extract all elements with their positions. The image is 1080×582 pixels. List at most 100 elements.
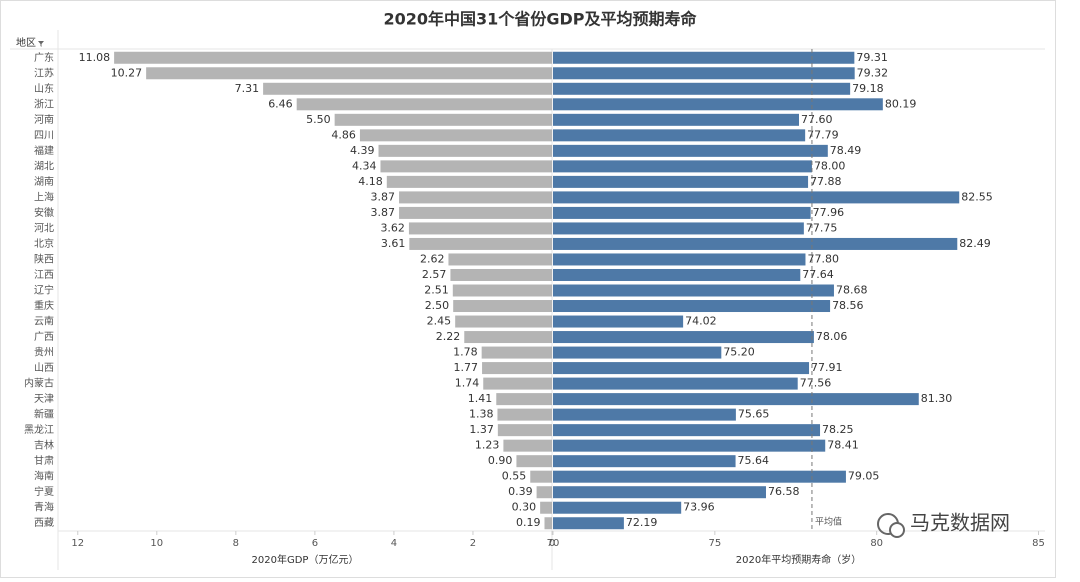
value-label: 0.90 [488,454,513,467]
value-label: 3.87 [371,206,396,219]
category-label: 浙江 [34,98,54,110]
bar [146,67,553,80]
x-tick-label: 10 [150,538,163,549]
bar [553,51,855,64]
watermark: 马克数据网 [877,511,1010,538]
bar [497,408,552,421]
value-label: 82.49 [959,237,991,250]
filter-icon [38,41,44,47]
value-label: 2.22 [436,330,461,343]
value-label: 78.25 [822,423,854,436]
value-label: 77.91 [811,361,843,374]
bar [553,470,846,483]
category-label: 上海 [34,190,54,203]
value-label: 0.19 [516,516,541,529]
category-label: 河南 [34,113,54,126]
value-label: 11.08 [79,51,111,64]
bar [553,129,806,142]
bar [553,300,831,313]
bar [452,284,552,297]
value-label: 77.80 [807,252,839,265]
value-label: 79.31 [856,51,888,64]
value-label: 1.77 [454,361,479,374]
value-label: 3.87 [371,190,396,203]
category-label: 青海 [34,501,54,514]
value-label: 76.58 [768,485,800,498]
category-header: 地区 [16,36,36,49]
bar [503,439,552,452]
category-label: 陕西 [34,252,54,265]
category-label: 重庆 [34,299,54,312]
value-label: 73.96 [683,501,715,514]
value-label: 78.68 [836,284,868,297]
watermark-text: 马克数据网 [910,511,1010,535]
bar [553,253,806,266]
bar [553,408,736,421]
value-label: 4.39 [350,144,375,157]
value-label: 4.34 [352,159,377,172]
bar [553,439,826,452]
bar [553,237,958,250]
value-label: 2.45 [427,315,452,328]
x2-axis-title: 2020年平均预期寿命（岁） [736,553,861,566]
value-label: 5.50 [306,113,331,126]
category-label: 北京 [34,237,54,250]
value-label: 75.65 [738,408,770,421]
bar [553,98,883,111]
value-label: 1.23 [475,439,500,452]
bar [263,82,552,95]
value-label: 79.32 [857,66,889,79]
bar [553,144,828,157]
bar [553,377,798,390]
bar [544,517,552,530]
bar [453,300,552,313]
value-label: 1.37 [469,423,494,436]
bar [540,501,552,514]
bar [553,362,810,375]
category-label: 山东 [34,82,54,95]
bar [553,82,851,95]
bar [481,346,552,359]
x2-tick-label: 80 [870,538,883,549]
value-label: 79.18 [852,82,884,95]
category-label: 湖北 [34,160,54,172]
value-label: 2.51 [424,284,449,297]
value-label: 78.49 [830,144,862,157]
bar [448,253,552,266]
value-label: 78.06 [816,330,848,343]
bar [296,98,552,111]
bar [450,268,552,281]
bar [399,191,552,204]
category-label: 天津 [34,393,54,405]
category-label: 海南 [34,470,54,483]
value-label: 1.74 [455,377,480,390]
value-label: 1.41 [468,392,493,405]
bar [553,424,821,437]
value-label: 4.18 [358,175,383,188]
bar [482,362,552,375]
value-label: 80.19 [885,97,917,110]
bar [496,393,552,406]
value-label: 77.64 [802,268,834,281]
bar [553,486,766,499]
bar [455,315,552,328]
x-axis-title: 2020年GDP（万亿元） [252,553,359,566]
bar [553,268,801,281]
category-label: 新疆 [34,408,54,421]
bar [497,424,552,437]
value-label: 81.30 [921,392,953,405]
bar [553,67,855,80]
bar [408,222,552,235]
bar [553,160,812,173]
bar [409,237,552,250]
category-label: 吉林 [34,439,54,452]
x-tick-label: 8 [233,538,239,549]
category-label: 黑龙江 [24,423,54,436]
x-tick-label: 0 [549,538,555,549]
value-label: 2.50 [425,299,450,312]
category-label: 内蒙古 [24,377,54,390]
value-label: 0.39 [508,485,533,498]
value-label: 3.61 [381,237,406,250]
value-label: 3.62 [380,221,405,234]
